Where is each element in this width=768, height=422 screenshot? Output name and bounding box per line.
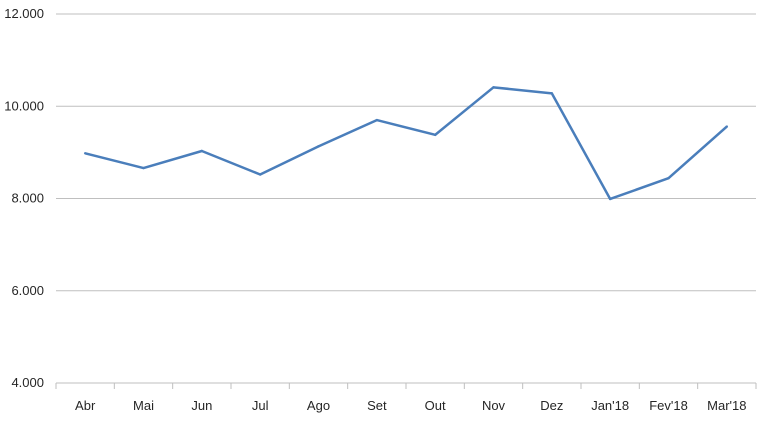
- y-tick-label: 8.000: [11, 191, 44, 206]
- data-point: [608, 197, 612, 201]
- x-tick-label: Jan'18: [591, 398, 629, 413]
- y-tick-label: 10.000: [4, 98, 44, 113]
- x-tick-label: Fev'18: [649, 398, 688, 413]
- data-point: [317, 145, 320, 148]
- y-tick-label: 6.000: [11, 283, 44, 298]
- x-tick-label: Set: [367, 398, 387, 413]
- x-tick-label: Abr: [75, 398, 96, 413]
- x-tick-label: Mar'18: [707, 398, 746, 413]
- data-point: [83, 152, 87, 155]
- x-tick-label: Ago: [307, 398, 330, 413]
- data-point: [492, 86, 495, 89]
- x-tick-label: Mai: [133, 398, 154, 413]
- y-tick-label: 4.000: [11, 375, 44, 390]
- y-tick-label: 12.000: [4, 6, 44, 21]
- x-tick-label: Out: [425, 398, 446, 413]
- data-point: [667, 177, 670, 180]
- x-tick-label: Jul: [252, 398, 269, 413]
- data-point: [725, 125, 729, 128]
- data-point: [258, 173, 262, 176]
- data-point: [433, 133, 437, 137]
- data-point: [200, 149, 204, 153]
- data-point: [550, 92, 554, 95]
- data-point: [375, 118, 379, 122]
- x-tick-label: Jun: [191, 398, 212, 413]
- x-tick-label: Dez: [540, 398, 563, 413]
- series-line: [84, 86, 728, 201]
- data-point: [142, 166, 145, 170]
- x-tick-label: Nov: [482, 398, 506, 413]
